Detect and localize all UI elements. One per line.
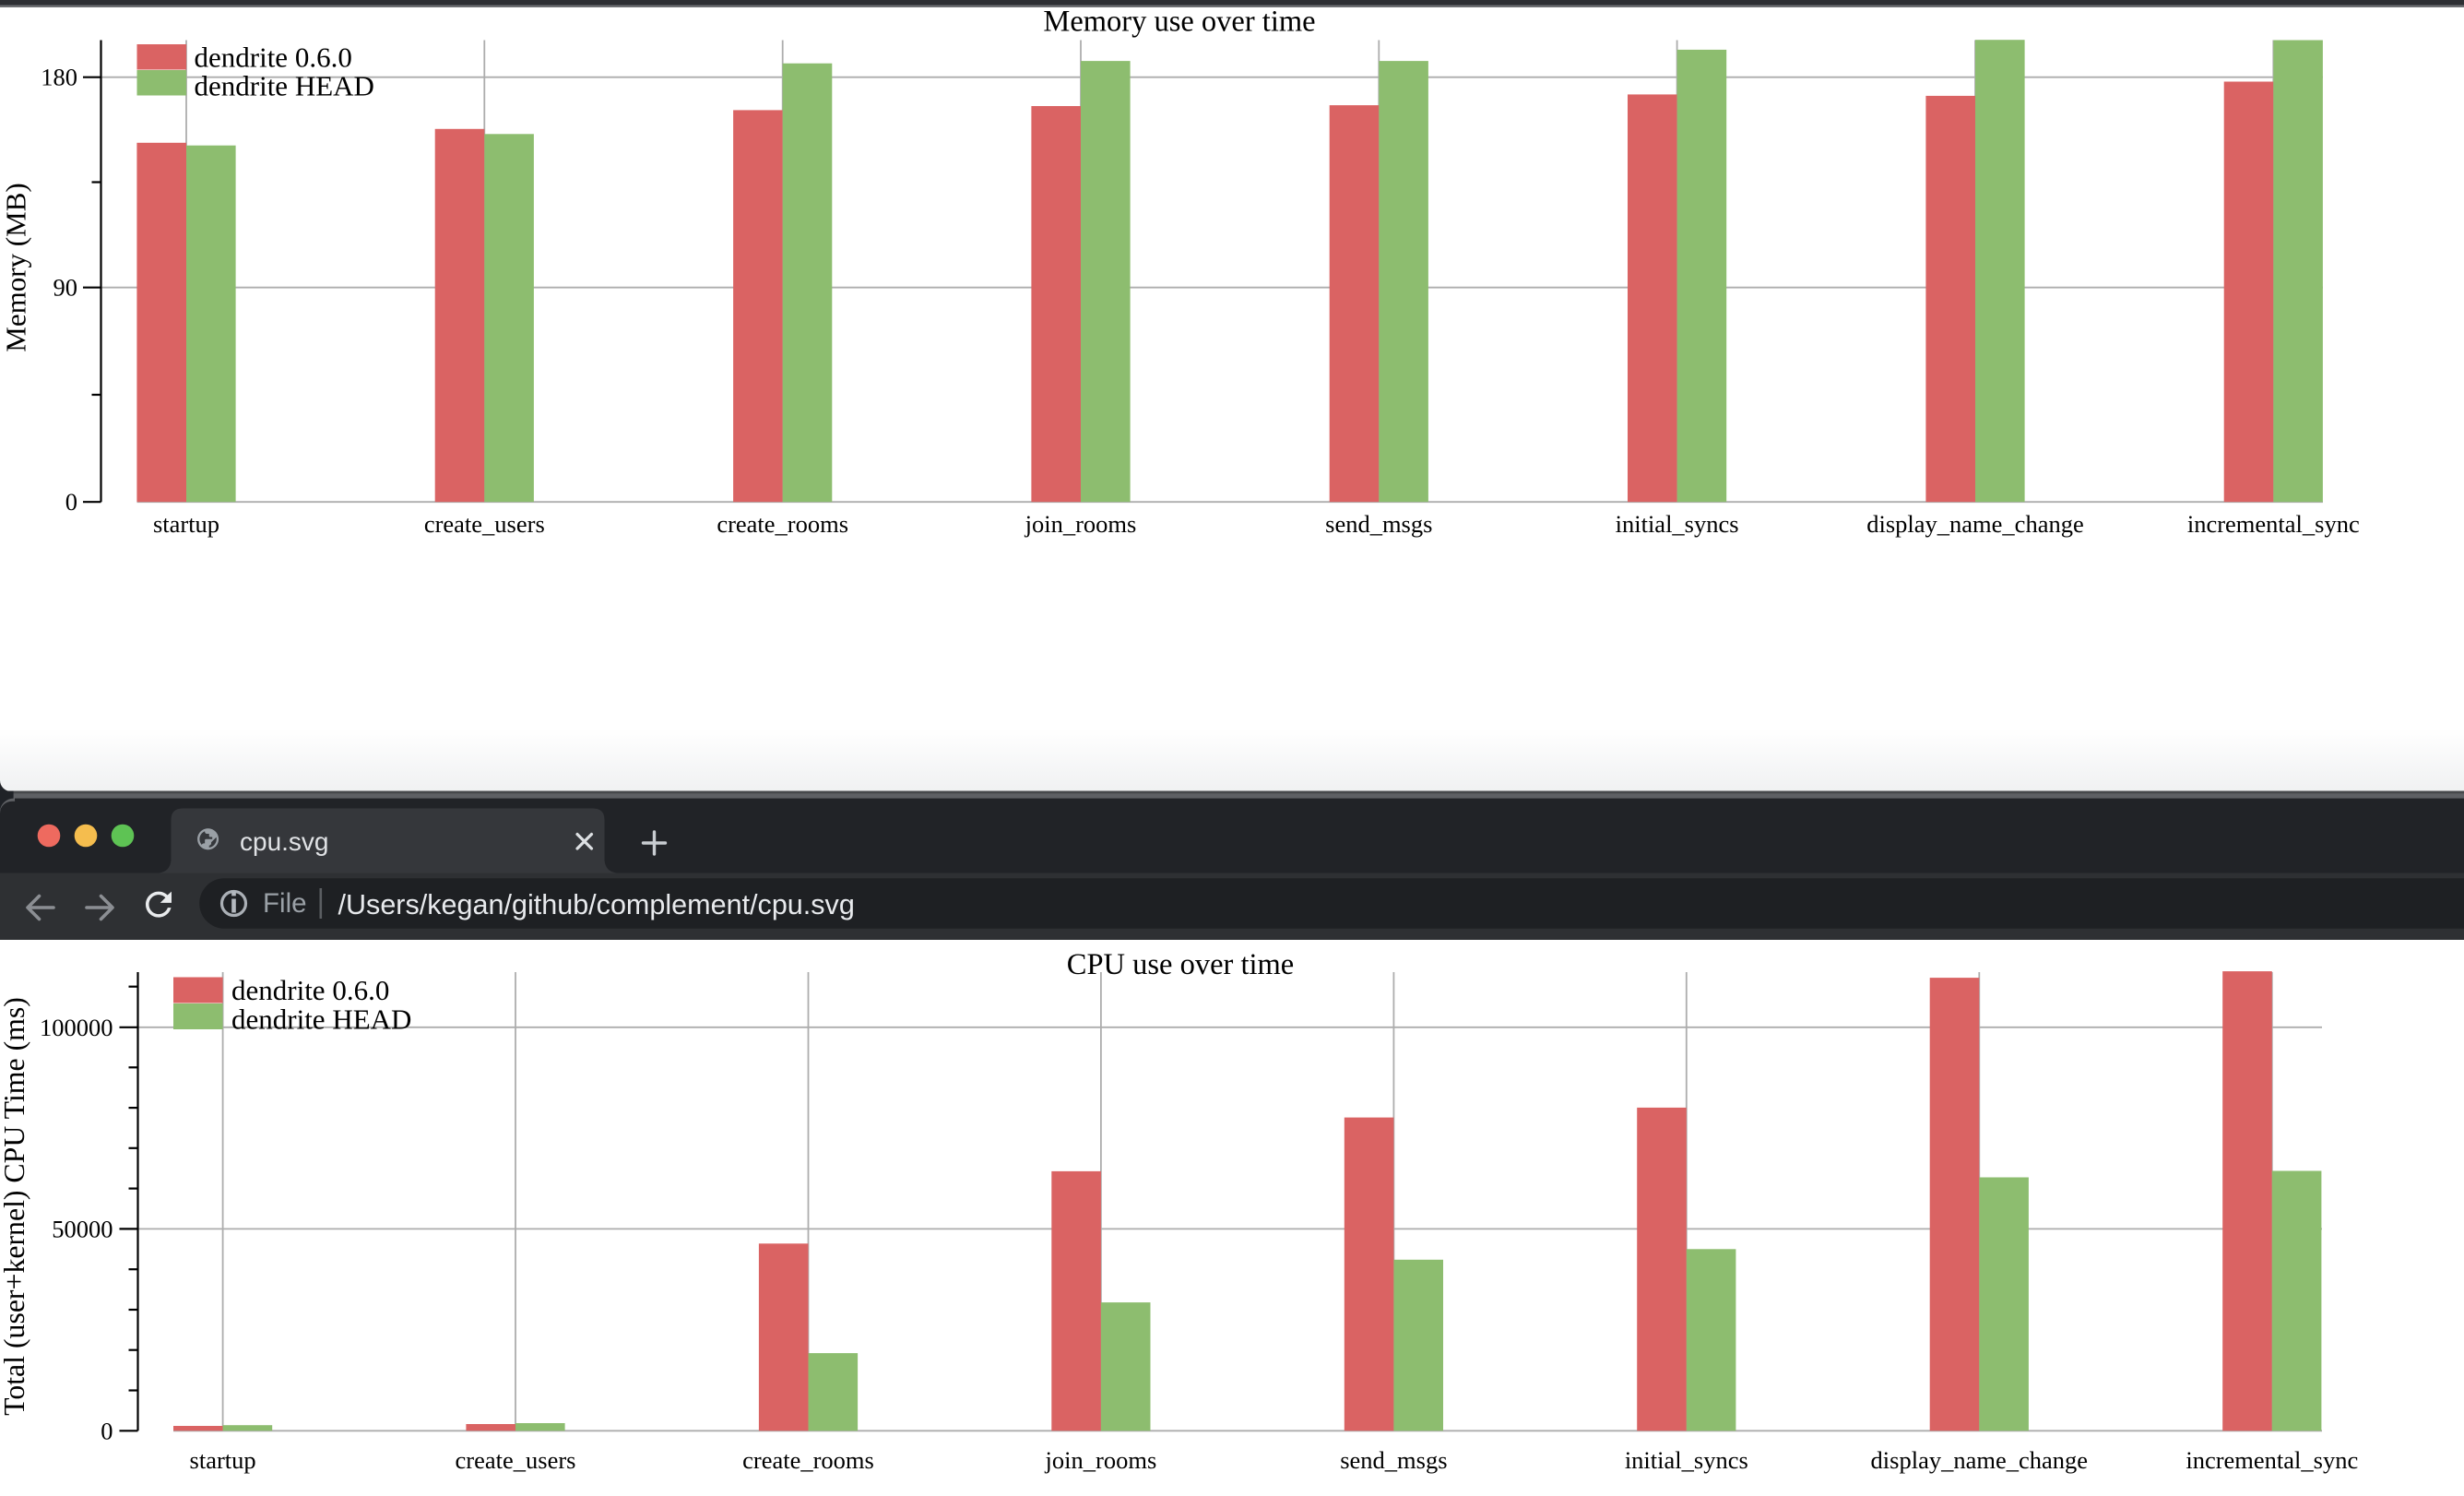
- svg-text:startup: startup: [190, 1446, 256, 1474]
- svg-text:send_msgs: send_msgs: [1340, 1446, 1447, 1474]
- svg-text:startup: startup: [153, 510, 219, 538]
- svg-text:display_name_change: display_name_change: [1866, 510, 2083, 538]
- svg-text:50000: 50000: [52, 1215, 113, 1242]
- svg-text:create_rooms: create_rooms: [742, 1446, 874, 1474]
- svg-text:incremental_sync: incremental_sync: [2187, 510, 2360, 538]
- svg-text:cpu.svg: cpu.svg: [240, 827, 329, 856]
- svg-text:File: File: [263, 888, 307, 919]
- svg-text:dendrite 0.6.0: dendrite 0.6.0: [231, 974, 389, 1006]
- svg-text:Memory use over time: Memory use over time: [1043, 6, 1315, 39]
- svg-text:join_rooms: join_rooms: [1025, 510, 1137, 538]
- svg-text:create_rooms: create_rooms: [717, 510, 848, 538]
- svg-text:create_users: create_users: [456, 1446, 576, 1474]
- svg-text:90: 90: [53, 274, 78, 302]
- svg-text:dendrite HEAD: dendrite HEAD: [231, 1003, 411, 1036]
- svg-text:0: 0: [101, 1417, 113, 1444]
- svg-text:CPU use over time: CPU use over time: [1067, 948, 1294, 981]
- svg-text:incremental_sync: incremental_sync: [2186, 1446, 2358, 1474]
- svg-text:display_name_change: display_name_change: [1871, 1446, 2088, 1474]
- svg-text:dendrite 0.6.0: dendrite 0.6.0: [195, 42, 352, 74]
- svg-text:send_msgs: send_msgs: [1325, 510, 1432, 538]
- svg-text:initial_syncs: initial_syncs: [1616, 510, 1739, 538]
- svg-text:Memory (MB): Memory (MB): [0, 183, 32, 351]
- svg-text:Total (user+kernel) CPU Time (: Total (user+kernel) CPU Time (ms): [0, 997, 30, 1416]
- svg-text:initial_syncs: initial_syncs: [1625, 1446, 1748, 1474]
- svg-text:180: 180: [41, 64, 77, 91]
- svg-text:100000: 100000: [40, 1014, 113, 1041]
- svg-text:0: 0: [65, 488, 77, 516]
- svg-text:dendrite HEAD: dendrite HEAD: [195, 70, 374, 102]
- svg-text:/Users/kegan/github/complement: /Users/kegan/github/complement/cpu.svg: [338, 889, 855, 920]
- svg-text:create_users: create_users: [424, 510, 545, 538]
- svg-text:join_rooms: join_rooms: [1045, 1446, 1157, 1474]
